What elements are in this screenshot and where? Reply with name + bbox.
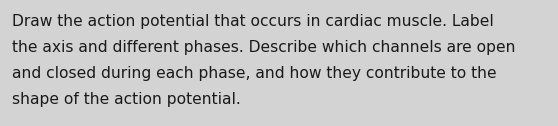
Text: Draw the action potential that occurs in cardiac muscle. Label: Draw the action potential that occurs in… (12, 14, 494, 29)
Text: and closed during each phase, and how they contribute to the: and closed during each phase, and how th… (12, 66, 497, 81)
Text: shape of the action potential.: shape of the action potential. (12, 92, 240, 107)
Text: the axis and different phases. Describe which channels are open: the axis and different phases. Describe … (12, 40, 516, 55)
